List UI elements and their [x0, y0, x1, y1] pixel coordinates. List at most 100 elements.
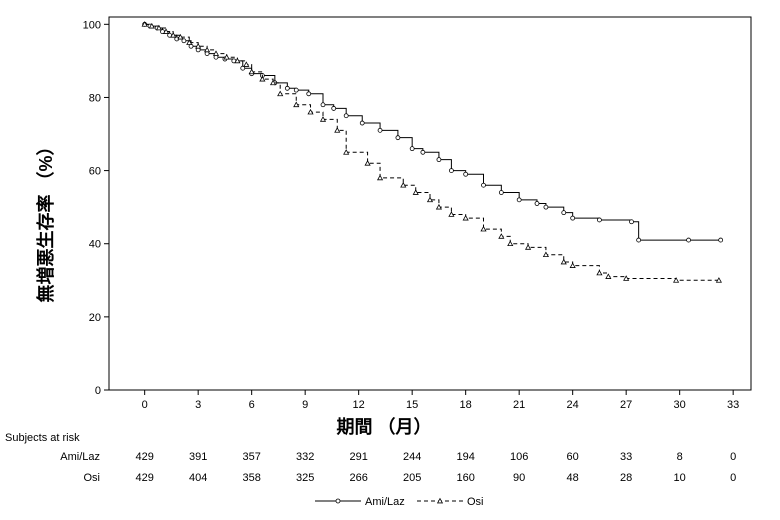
x-tick-label: 9: [302, 399, 308, 411]
y-tick-label: 40: [89, 239, 101, 251]
x-tick-label: 30: [674, 399, 686, 411]
censor-marker: [596, 269, 603, 276]
series-group: [141, 21, 724, 283]
risk-value: 357: [242, 451, 260, 463]
risk-value: 194: [456, 451, 474, 463]
risk-row-label: Osi: [84, 472, 101, 484]
risk-value: 8: [677, 451, 683, 463]
risk-value: 0: [730, 472, 736, 484]
x-axis: 0 3 6 9 12 15 18 21 24 27 30 33: [142, 390, 739, 411]
censor-marker: [307, 108, 314, 115]
censor-marker: [409, 146, 415, 152]
censor-marker: [343, 113, 349, 119]
censor-marker: [240, 65, 246, 71]
censor-marker: [686, 237, 691, 243]
censor-marker: [498, 190, 504, 195]
censor-marker: [364, 160, 371, 166]
censor-marker: [718, 237, 724, 243]
censor-marker: [269, 79, 277, 86]
censor-marker: [435, 203, 442, 210]
censor-marker: [463, 171, 469, 177]
y-tick-label: 0: [95, 385, 101, 397]
y-tick-label: 100: [83, 19, 101, 31]
censor-marker: [448, 168, 454, 173]
risk-value: 60: [567, 451, 579, 463]
censor-marker: [629, 219, 634, 225]
censor-marker: [223, 54, 230, 60]
censor-marker: [560, 258, 567, 265]
x-tick-label: 27: [620, 399, 632, 411]
legend-item: Osi: [417, 496, 484, 508]
censor-marker: [277, 90, 284, 97]
legend: Ami/Laz Osi: [315, 496, 484, 508]
censor-marker: [162, 28, 170, 34]
censor-marker: [462, 214, 469, 221]
censor-marker: [569, 262, 576, 268]
censor-marker: [319, 116, 327, 122]
censor-marker: [320, 102, 326, 108]
risk-table-title: Subjects at risk: [5, 432, 80, 444]
censor-marker: [597, 217, 602, 223]
censor-marker: [481, 182, 486, 188]
censor-marker: [148, 22, 155, 29]
risk-value: 429: [135, 472, 153, 484]
censor-marker: [448, 211, 455, 217]
legend-marker: [436, 497, 444, 504]
censor-marker: [376, 174, 384, 181]
censor-marker: [623, 275, 630, 281]
censor-marker: [177, 33, 184, 40]
censor-marker: [570, 215, 576, 221]
legend-marker: [335, 498, 341, 504]
censor-marker: [243, 61, 250, 67]
plot-area: [108, 16, 752, 391]
y-axis: 0 20 40 60 80 100: [83, 19, 109, 397]
risk-value: 33: [620, 451, 632, 463]
risk-value: 429: [135, 451, 153, 463]
censor-marker: [293, 101, 300, 108]
legend-label: Osi: [467, 496, 484, 508]
censor-marker: [525, 244, 532, 250]
censor-marker: [715, 277, 722, 283]
censor-marker: [170, 32, 177, 38]
x-tick-label: 12: [353, 399, 365, 411]
censor-marker: [426, 196, 434, 203]
risk-value: 10: [674, 472, 686, 484]
censor-marker: [395, 135, 401, 141]
censor-marker: [181, 38, 187, 44]
plot-frame: [108, 16, 752, 391]
censor-marker: [498, 233, 505, 239]
censor-marker: [204, 46, 211, 53]
censor-marker: [306, 91, 312, 97]
censor-marker: [155, 24, 163, 31]
series-line: [144, 23, 721, 241]
censor-marker: [561, 210, 567, 216]
risk-value: 0: [730, 451, 736, 463]
risk-value: 266: [349, 472, 367, 484]
x-tick-label: 18: [460, 399, 472, 411]
risk-row-label: Ami/Laz: [60, 451, 100, 463]
censor-marker: [141, 21, 148, 27]
censor-marker: [636, 237, 642, 243]
censor-marker: [673, 277, 680, 283]
censor-marker: [195, 43, 202, 49]
x-tick-label: 6: [249, 399, 255, 411]
x-tick-label: 0: [142, 399, 148, 411]
censor-marker: [377, 127, 383, 133]
censor-marker: [534, 201, 540, 206]
censor-marker: [248, 68, 255, 75]
risk-value: 358: [242, 472, 260, 484]
risk-value: 205: [403, 472, 421, 484]
risk-value: 332: [296, 451, 314, 463]
censor-marker: [400, 181, 407, 188]
y-tick-label: 20: [89, 312, 101, 324]
censor-marker: [516, 197, 522, 203]
y-axis-title: 無増悪生存率 （%）: [35, 137, 56, 302]
y-tick-label: 60: [89, 166, 101, 178]
x-tick-label: 21: [513, 399, 525, 411]
censor-marker: [359, 120, 365, 126]
censor-marker: [212, 50, 220, 56]
censor-marker: [259, 75, 266, 82]
x-axis-title: 期間 （月）: [336, 417, 431, 437]
legend-label: Ami/Laz: [365, 496, 405, 508]
